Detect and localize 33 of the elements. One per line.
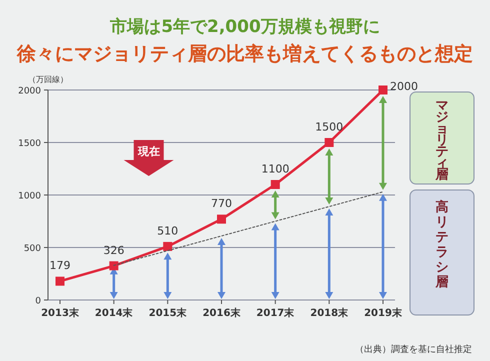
point <box>109 261 118 270</box>
y-tick-label: 2000 <box>18 86 42 96</box>
data-label: 1100 <box>261 162 290 176</box>
annotation: 現在 <box>136 145 160 158</box>
text: 高リテラシ層 <box>434 198 448 290</box>
y-axis-title: （万回線） <box>28 75 68 84</box>
text: （出典）調査を基に自社推定 <box>355 344 472 355</box>
data-label: 179 <box>50 259 70 272</box>
data-label: 326 <box>103 244 124 257</box>
point <box>217 214 226 224</box>
x-tick-label: 2018末 <box>310 307 350 319</box>
chart-title: 市場は5年で2,000万規模も視野に <box>109 17 380 37</box>
point <box>378 86 388 94</box>
x-tick-label: 2014末 <box>94 307 134 319</box>
text: マジョリティ層 <box>434 98 448 182</box>
y-tick-label: 500 <box>24 244 42 254</box>
y-tick-label: 1000 <box>18 192 42 202</box>
x-tick-label: 2017末 <box>256 307 296 319</box>
chart-subtitle: 徐々にマジョリティ層の比率も増えてくるものと想定 <box>16 43 473 65</box>
x-tick-label: 2016末 <box>202 307 242 319</box>
data-label: 2000 <box>390 80 418 93</box>
x-tick-label: 2015末 <box>148 307 188 319</box>
y-tick-label: 0 <box>35 296 42 306</box>
point <box>324 138 334 147</box>
point <box>56 276 64 286</box>
x-tick-label: 2013末 <box>41 307 80 319</box>
data-label: 1500 <box>315 120 344 134</box>
data-label: 510 <box>157 224 178 238</box>
data-label: 770 <box>211 197 232 210</box>
x-tick-label: 2019末 <box>364 307 403 319</box>
point <box>270 180 280 189</box>
y-tick-label: 1500 <box>18 139 42 149</box>
point <box>163 242 172 251</box>
